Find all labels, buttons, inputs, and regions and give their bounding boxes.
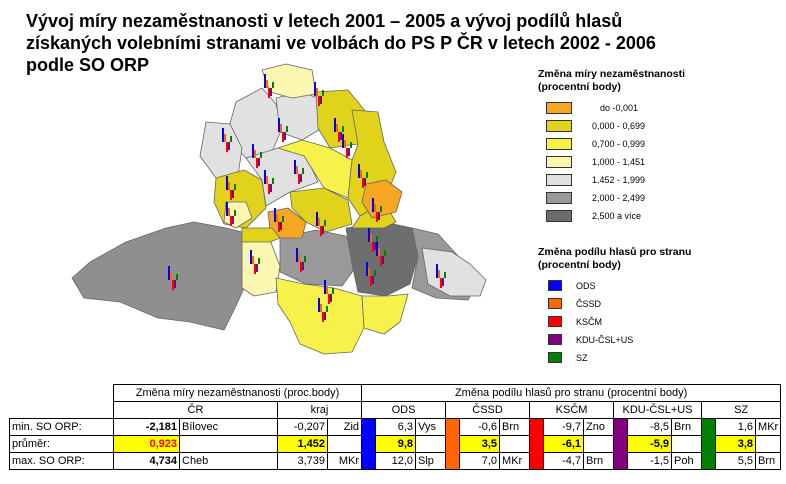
legend-party-item: KSČM (538, 314, 758, 332)
legend-swatch (548, 334, 562, 345)
table-row: min. SO ORP: -2,181 Bílovec -0,207 Zid 6… (9, 418, 782, 470)
region-east-orange[interactable] (361, 179, 403, 219)
subheader-sz: SZ (701, 401, 782, 419)
cssd-color-bar (445, 418, 461, 470)
legend-swatch (548, 352, 562, 363)
legend-swatch (546, 102, 572, 114)
legend-swatch (548, 316, 562, 327)
legend-swatch (546, 192, 572, 204)
subheader-cssd: ČSSD (445, 401, 531, 419)
region-south-center[interactable] (241, 239, 281, 297)
subheader-kscm: KSČM (529, 401, 615, 419)
legend-party-item: KDU-ČSL+US (538, 332, 758, 350)
header-parties: Změna podílu hlasů pro stranu (procentní… (361, 384, 782, 402)
subheader-ods: ODS (361, 401, 447, 419)
table-subheader-row: ČR kraj ODS ČSSD KSČM KDU-ČSL+US SZ (10, 401, 782, 419)
legend-item: 2,500 a více (538, 208, 758, 226)
legend-party-item: SZ (538, 350, 758, 368)
table-header-row: Změna míry nezaměstnanosti (proc.body) Z… (10, 384, 782, 402)
title-line-1: Vývoj míry nezaměstnanosti v letech 2001… (26, 11, 623, 31)
map-title: Vývoj míry nezaměstnanosti v letech 2001… (26, 10, 746, 76)
kdu-color-bar (613, 418, 629, 470)
kscm-color-bar (529, 418, 545, 470)
region-center-small[interactable] (241, 227, 281, 243)
subheader-kraj: kraj (276, 401, 363, 419)
legend-item: do -0,001 (538, 100, 758, 118)
legend-party-item: ČSSD (538, 296, 758, 314)
subheader-kdu: KDU-ČSL+US (613, 401, 703, 419)
sz-color-bar (701, 418, 717, 470)
header-unemployment: Změna míry nezaměstnanosti (proc.body) (112, 384, 363, 402)
legend-swatch (546, 138, 572, 150)
legend-swatch (548, 280, 562, 291)
region-west[interactable] (71, 221, 247, 331)
legend-swatch (548, 298, 562, 309)
statistics-table: Změna míry nezaměstnanosti (proc.body) Z… (9, 384, 782, 470)
legend-swatch (546, 174, 572, 186)
legend-item: 2,000 - 2,499 (538, 190, 758, 208)
table-row-average: průměr: 0,923 1,452 9,8 3,5 -6,1 -5,9 3,… (9, 435, 782, 453)
legend-swatch (546, 156, 572, 168)
title-line-3: podle SO ORP (26, 55, 150, 75)
region-south[interactable] (275, 277, 365, 355)
ods-color-bar (361, 418, 377, 470)
table-row: max. SO ORP: 4,734 Cheb 3,739 MKr 12,0 S… (9, 452, 782, 470)
region-map (71, 63, 487, 355)
region-south-right[interactable] (361, 293, 409, 335)
title-line-2: získaných volebními stranami ve volbách … (26, 33, 656, 53)
legend-swatch (546, 120, 572, 132)
legend-parties-title: Změna podílu hlasů pro stranu (procentní… (538, 246, 692, 271)
party-bar-charts (168, 74, 446, 322)
legend-item: 0,000 - 0,699 (538, 118, 758, 136)
legend-item: 1,452 - 1,999 (538, 172, 758, 190)
legend-item: 0,700 - 0,999 (538, 136, 758, 154)
legend-unemployment-title: Změna míry nezaměstnanosti (procentní bo… (538, 68, 686, 93)
legend-item: 1,000 - 1,451 (538, 154, 758, 172)
subheader-cr: ČR (113, 401, 278, 419)
legend-party-item: ODS (538, 278, 758, 296)
legend-swatch (546, 210, 572, 222)
map-legend: Změna míry nezaměstnanosti (procentní bo… (538, 68, 758, 368)
region-far-east[interactable] (421, 247, 487, 297)
